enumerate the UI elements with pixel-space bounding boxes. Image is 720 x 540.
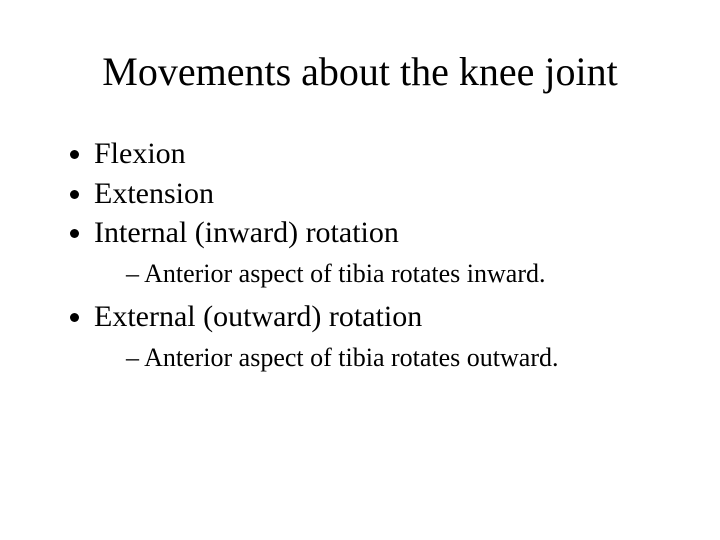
list-item-text: Flexion: [94, 137, 186, 170]
list-item: External (outward) rotation Anterior asp…: [94, 298, 680, 374]
sub-list-item-text: Anterior aspect of tibia rotates inward.: [144, 259, 545, 288]
list-item: Flexion: [94, 135, 680, 173]
bullet-list: Flexion Extension Internal (inward) rota…: [40, 135, 680, 374]
sub-list: Anterior aspect of tibia rotates outward…: [94, 342, 680, 375]
list-item: Internal (inward) rotation Anterior aspe…: [94, 214, 680, 290]
list-item: Extension: [94, 175, 680, 213]
sub-list: Anterior aspect of tibia rotates inward.: [94, 258, 680, 291]
list-item-text: External (outward) rotation: [94, 300, 422, 333]
slide: Movements about the knee joint Flexion E…: [0, 0, 720, 540]
sub-list-item: Anterior aspect of tibia rotates inward.: [126, 258, 680, 291]
sub-list-item-text: Anterior aspect of tibia rotates outward…: [144, 343, 558, 372]
page-title: Movements about the knee joint: [40, 48, 680, 95]
list-item-text: Extension: [94, 177, 214, 210]
list-item-text: Internal (inward) rotation: [94, 216, 399, 249]
sub-list-item: Anterior aspect of tibia rotates outward…: [126, 342, 680, 375]
